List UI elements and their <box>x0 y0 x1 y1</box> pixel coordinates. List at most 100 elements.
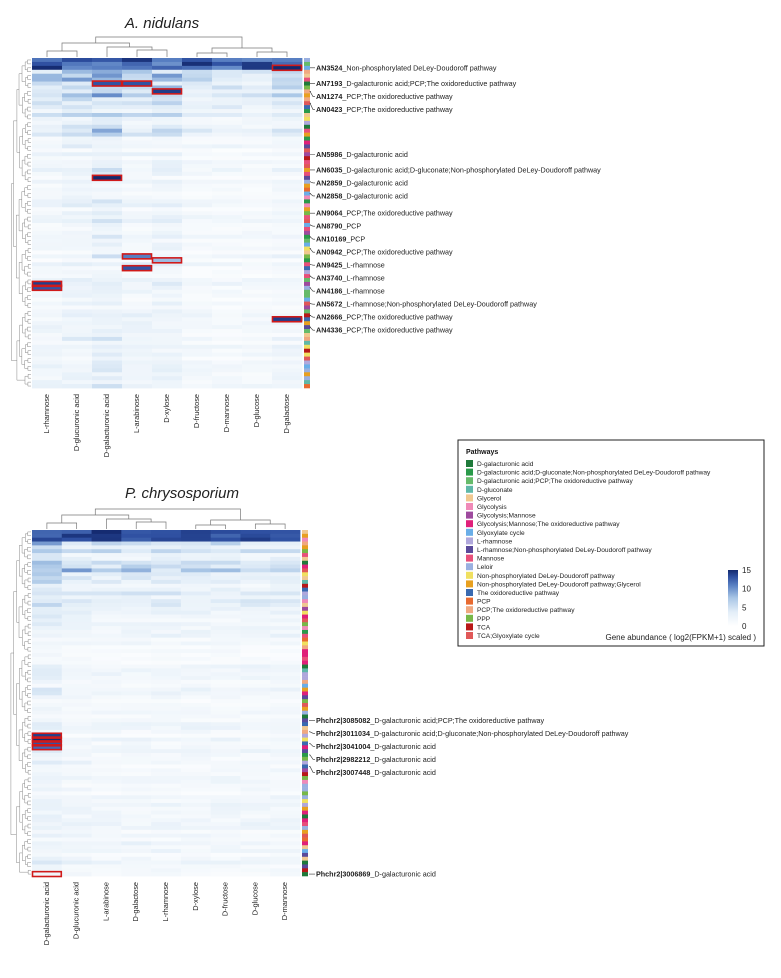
pathway-strip-cell <box>304 364 310 369</box>
heatmap-cell <box>152 262 183 267</box>
dendrogram-branch <box>136 49 168 57</box>
heatmap-cell <box>62 97 93 102</box>
pathway-strip-cell <box>302 718 308 723</box>
gene-label-connector <box>309 193 315 197</box>
dendrogram-branch <box>27 685 31 690</box>
heatmap-cell <box>152 219 183 224</box>
heatmap-cell <box>182 136 213 141</box>
panel-title-nidulans: A. nidulans <box>124 15 200 32</box>
heatmap-cell <box>242 297 273 302</box>
heatmap-cell <box>32 281 63 287</box>
heatmap-cell <box>61 610 92 615</box>
pathway-strip-cell <box>302 672 308 677</box>
heatmap-cell <box>121 672 152 677</box>
heatmap-cell <box>180 618 212 623</box>
heatmap-cell <box>151 826 182 831</box>
column-label: D-galacturonic acid <box>42 882 51 945</box>
heatmap-cell <box>180 599 212 604</box>
pathway-strip-cell <box>302 599 308 604</box>
heatmap-cell <box>61 564 92 569</box>
heatmap-cell <box>151 560 182 565</box>
heatmap-cell <box>180 856 212 862</box>
heatmap-cell <box>61 787 92 792</box>
heatmap-cell <box>121 591 152 596</box>
dendrogram-branch <box>27 326 31 332</box>
heatmap-cell <box>61 568 92 573</box>
heatmap-cell <box>152 309 183 314</box>
heatmap-cell <box>121 676 152 681</box>
highlight-box <box>31 732 63 739</box>
heatmap-cell <box>242 195 273 200</box>
heatmap-cell <box>151 618 182 623</box>
heatmap-cell <box>210 560 241 565</box>
heatmap-cell <box>212 234 243 240</box>
heatmap-cell <box>122 380 153 385</box>
heatmap-cell <box>62 297 93 302</box>
heatmap-cell <box>152 128 183 134</box>
colorbar-tick: 0 <box>742 622 747 631</box>
pathway-strip-cell <box>302 826 308 831</box>
heatmap-cell <box>240 814 271 819</box>
heatmap-cell <box>91 668 122 673</box>
heatmap-cell <box>180 826 212 831</box>
heatmap-cell <box>91 533 122 539</box>
heatmap-cell <box>152 384 183 389</box>
heatmap-cell <box>61 729 92 735</box>
heatmap-cell <box>122 116 153 122</box>
heatmap-cell <box>212 120 243 126</box>
pathway-strip-cell <box>304 187 310 192</box>
legend-item-label: D-galacturonic acid;PCP;The oxidoreducti… <box>477 478 633 485</box>
gene-pathway: _PCP;The oxidoreductive pathway <box>341 313 453 322</box>
heatmap-cell <box>240 802 271 808</box>
heatmap-cell <box>180 802 212 808</box>
heatmap-cell <box>61 806 92 812</box>
heatmap-cell <box>121 718 152 723</box>
heatmap-cell <box>122 113 153 118</box>
heatmap-cell <box>91 599 122 604</box>
heatmap-cell <box>152 313 183 318</box>
heatmap-cell <box>240 706 271 712</box>
heatmap-cell <box>180 560 212 565</box>
heatmap-cell <box>212 132 243 137</box>
heatmap-cell <box>91 530 122 535</box>
heatmap-cell <box>92 360 123 365</box>
dendrogram-branch <box>19 668 23 700</box>
heatmap-cell <box>62 321 93 326</box>
heatmap-cell <box>151 829 182 835</box>
highlight-box <box>271 315 303 323</box>
legend-item-label: L-rhamnose <box>477 538 513 545</box>
heatmap-cell <box>272 336 303 342</box>
dendrogram-branch <box>27 114 31 120</box>
gene-label-connector <box>309 224 315 227</box>
heatmap-cell <box>210 622 241 627</box>
heatmap-cell <box>92 329 123 334</box>
heatmap-cell <box>61 549 92 554</box>
heatmap-cell <box>272 226 303 232</box>
heatmap-cell <box>32 572 63 577</box>
heatmap-cell <box>61 668 92 673</box>
heatmap-cell <box>32 270 63 275</box>
heatmap-cell <box>270 637 301 642</box>
heatmap-cell <box>180 741 212 746</box>
heatmap-cell <box>240 795 271 800</box>
heatmap-cell <box>210 606 241 612</box>
heatmap-cell <box>61 591 92 596</box>
pathway-strip-cell <box>304 301 310 306</box>
heatmap-cell <box>121 872 152 877</box>
heatmap-cell <box>61 641 92 646</box>
heatmap-cell <box>91 614 122 619</box>
heatmap-cell <box>122 109 153 114</box>
heatmap-cell <box>152 340 183 346</box>
dendrogram-branch <box>24 625 29 635</box>
heatmap-cell <box>152 278 183 283</box>
heatmap-cell <box>122 101 153 106</box>
heatmap-cell <box>91 837 122 842</box>
heatmap-cell <box>32 564 63 569</box>
pathway-strip-cell <box>302 660 308 665</box>
heatmap-cell <box>180 564 212 569</box>
heatmap-cell <box>122 183 153 189</box>
heatmap-cell <box>151 868 182 873</box>
heatmap-cell <box>210 614 241 619</box>
heatmap-cell <box>270 672 301 677</box>
heatmap-cell <box>121 576 152 581</box>
